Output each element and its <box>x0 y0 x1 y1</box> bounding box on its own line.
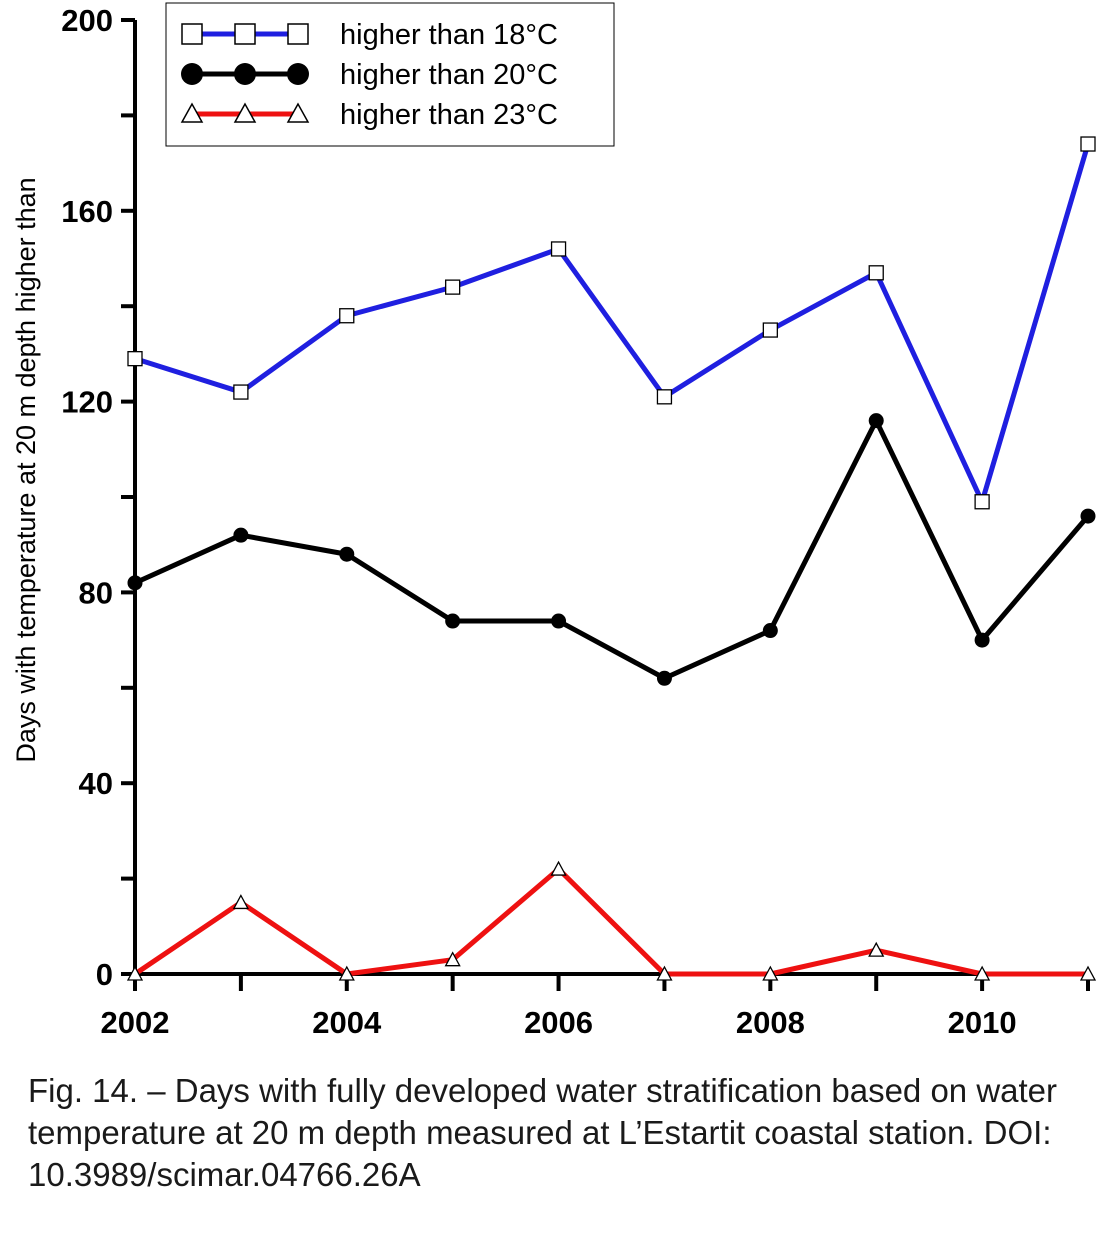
legend-marker <box>286 102 310 123</box>
data-point <box>232 894 249 910</box>
data-point <box>339 546 355 562</box>
legend-marker <box>181 23 203 45</box>
legend-item: higher than 18°C <box>181 19 558 51</box>
data-point <box>126 965 144 981</box>
series-layer <box>126 136 1097 981</box>
data-point <box>233 527 249 543</box>
legend-marker <box>287 63 309 85</box>
x-tick-label: 2004 <box>312 1005 382 1040</box>
data-point <box>656 389 673 405</box>
x-tick-label: 2008 <box>736 1005 805 1040</box>
legend-marker <box>234 23 256 45</box>
series-1 <box>127 136 1096 510</box>
data-point <box>762 965 779 981</box>
data-point <box>550 860 567 876</box>
line-chart: 0 40 80 120 160 200 2002 2004 2006 2008 2010 highe… <box>11 2 1097 1040</box>
data-point <box>974 965 991 981</box>
data-point <box>444 951 461 967</box>
legend-label: higher than 20°C <box>340 59 558 91</box>
series-line <box>133 866 1088 977</box>
data-point <box>127 575 143 591</box>
data-point <box>656 670 672 686</box>
data-point <box>1080 136 1096 152</box>
series-3 <box>126 860 1097 981</box>
y-tick-label: 40 <box>79 766 113 801</box>
data-point <box>551 613 567 629</box>
data-point <box>1079 965 1097 981</box>
data-point <box>974 494 990 510</box>
data-point <box>762 623 778 639</box>
data-point <box>868 413 884 429</box>
legend-label: higher than 23°C <box>340 99 558 131</box>
data-point <box>550 241 567 257</box>
legend-item: higher than 20°C <box>181 59 558 91</box>
x-tick-label: 2002 <box>101 1005 170 1040</box>
axes: 0 40 80 120 160 200 2002 2004 2006 2008 2010 <box>61 3 1090 1040</box>
data-point <box>445 279 461 295</box>
data-point <box>233 384 249 400</box>
legend-label: higher than 18°C <box>340 19 558 51</box>
y-tick-label: 160 <box>61 194 113 229</box>
data-point <box>338 965 355 981</box>
y-axis-title: Days with temperature at 20 m depth high… <box>11 177 41 762</box>
figure-caption: Fig. 14. – Days with fully developed wat… <box>28 1072 1058 1193</box>
x-tick-label: 2010 <box>948 1005 1017 1040</box>
series-line <box>134 143 1091 505</box>
y-tick-label: 80 <box>79 575 113 610</box>
y-tick-label: 200 <box>61 3 113 38</box>
data-point <box>868 941 885 957</box>
y-tick-label: 0 <box>96 957 113 992</box>
data-point <box>656 965 673 981</box>
series-line <box>133 418 1090 681</box>
legend-marker <box>180 102 204 123</box>
legend-marker <box>234 63 256 85</box>
data-point <box>339 308 355 324</box>
data-point <box>974 632 990 648</box>
x-tick-label: 2006 <box>524 1005 593 1040</box>
legend-marker <box>233 102 257 123</box>
legend-item: higher than 23°C <box>180 99 558 131</box>
legend: higher than 18°C higher than 20°C higher t… <box>165 2 615 147</box>
data-point <box>1080 508 1096 524</box>
series-2 <box>127 413 1096 686</box>
data-point <box>868 265 884 281</box>
legend-marker <box>181 63 203 85</box>
data-point <box>445 613 461 629</box>
legend-marker <box>287 23 309 45</box>
data-point <box>762 322 778 338</box>
data-point <box>127 351 143 367</box>
y-tick-label: 120 <box>61 385 113 420</box>
